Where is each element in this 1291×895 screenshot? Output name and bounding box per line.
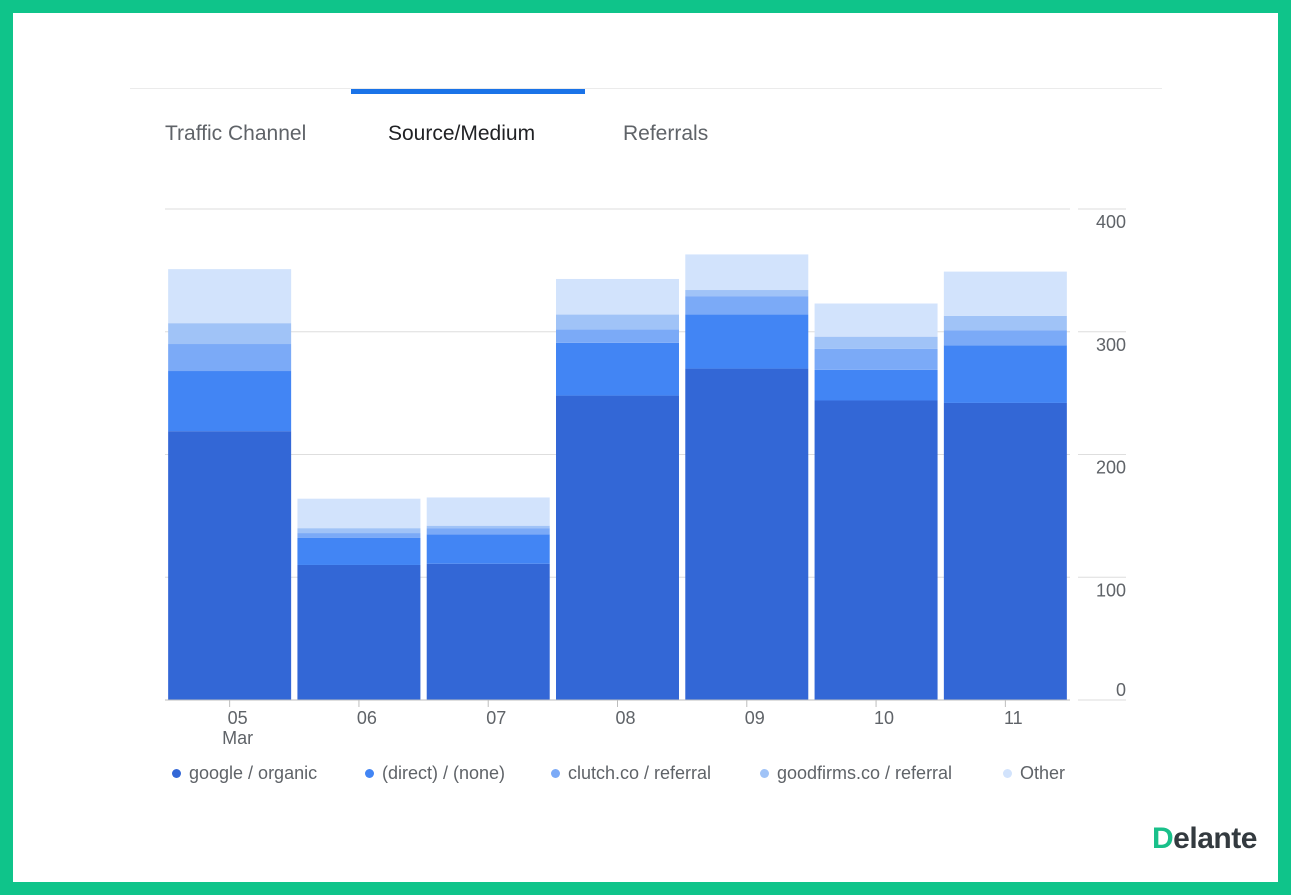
bar-segment — [815, 337, 938, 349]
legend-item-goodfirms-referral[interactable]: goodfirms.co / referral — [760, 761, 952, 785]
legend-item-direct-none[interactable]: (direct) / (none) — [365, 761, 505, 785]
bar-segment — [427, 497, 550, 525]
bar-segment — [556, 279, 679, 315]
bar-segment — [944, 345, 1067, 403]
y-tick-label: 0 — [1116, 680, 1126, 700]
legend-item-google-organic[interactable]: google / organic — [172, 761, 317, 785]
bar-segment — [427, 526, 550, 528]
bar-segment — [944, 272, 1067, 316]
bar-segment — [427, 528, 550, 534]
bar-segment — [297, 538, 420, 565]
bar-segment — [168, 371, 291, 431]
legend-dot-icon — [365, 769, 374, 778]
legend-label: clutch.co / referral — [568, 763, 711, 784]
bar-segment — [685, 254, 808, 290]
x-tick-label: 07 — [486, 708, 506, 728]
bar-segment — [944, 403, 1067, 700]
legend-item-clutch-referral[interactable]: clutch.co / referral — [551, 761, 711, 785]
bar-segment — [168, 323, 291, 344]
bar-segment — [815, 370, 938, 401]
bar-segment — [944, 331, 1067, 346]
legend-label: goodfirms.co / referral — [777, 763, 952, 784]
y-tick-label: 300 — [1096, 335, 1126, 355]
bar-segment — [168, 344, 291, 371]
x-tick-label: Mar — [222, 728, 253, 748]
x-tick-label: 10 — [874, 708, 894, 728]
bar-segment — [297, 499, 420, 528]
bar-segment — [685, 296, 808, 314]
bar-segment — [685, 290, 808, 296]
bar-segment — [685, 369, 808, 700]
bar-segment — [815, 304, 938, 337]
legend-label: (direct) / (none) — [382, 763, 505, 784]
bar-segment — [815, 400, 938, 700]
legend-dot-icon — [172, 769, 181, 778]
x-tick-label: 09 — [745, 708, 765, 728]
legend-dot-icon — [760, 769, 769, 778]
bar-segment — [297, 565, 420, 700]
bar-segment — [556, 396, 679, 700]
bar-segment — [297, 528, 420, 533]
legend-label: google / organic — [189, 763, 317, 784]
bar-segment — [556, 315, 679, 330]
bar-segment — [556, 329, 679, 343]
bar-segment — [297, 533, 420, 538]
y-tick-label: 100 — [1096, 580, 1126, 600]
brand-logo-text: elante — [1173, 822, 1257, 855]
y-tick-label: 200 — [1096, 458, 1126, 478]
legend-item-other[interactable]: Other — [1003, 761, 1065, 785]
brand-logo: Delante — [1152, 822, 1257, 856]
brand-logo-initial: D — [1152, 822, 1173, 855]
legend-dot-icon — [551, 769, 560, 778]
bar-segment — [556, 343, 679, 396]
y-tick-label: 400 — [1096, 212, 1126, 232]
bar-segment — [815, 349, 938, 370]
x-tick-label: 08 — [615, 708, 635, 728]
bar-segment — [427, 564, 550, 700]
bar-segment — [944, 316, 1067, 331]
bar-segment — [168, 431, 291, 700]
x-tick-label: 05 — [228, 708, 248, 728]
bar-segment — [685, 315, 808, 369]
legend-dot-icon — [1003, 769, 1012, 778]
x-tick-label: 11 — [1004, 708, 1023, 728]
bar-segment — [168, 269, 291, 323]
x-tick-label: 06 — [357, 708, 377, 728]
legend-label: Other — [1020, 763, 1065, 784]
bar-segment — [427, 534, 550, 563]
